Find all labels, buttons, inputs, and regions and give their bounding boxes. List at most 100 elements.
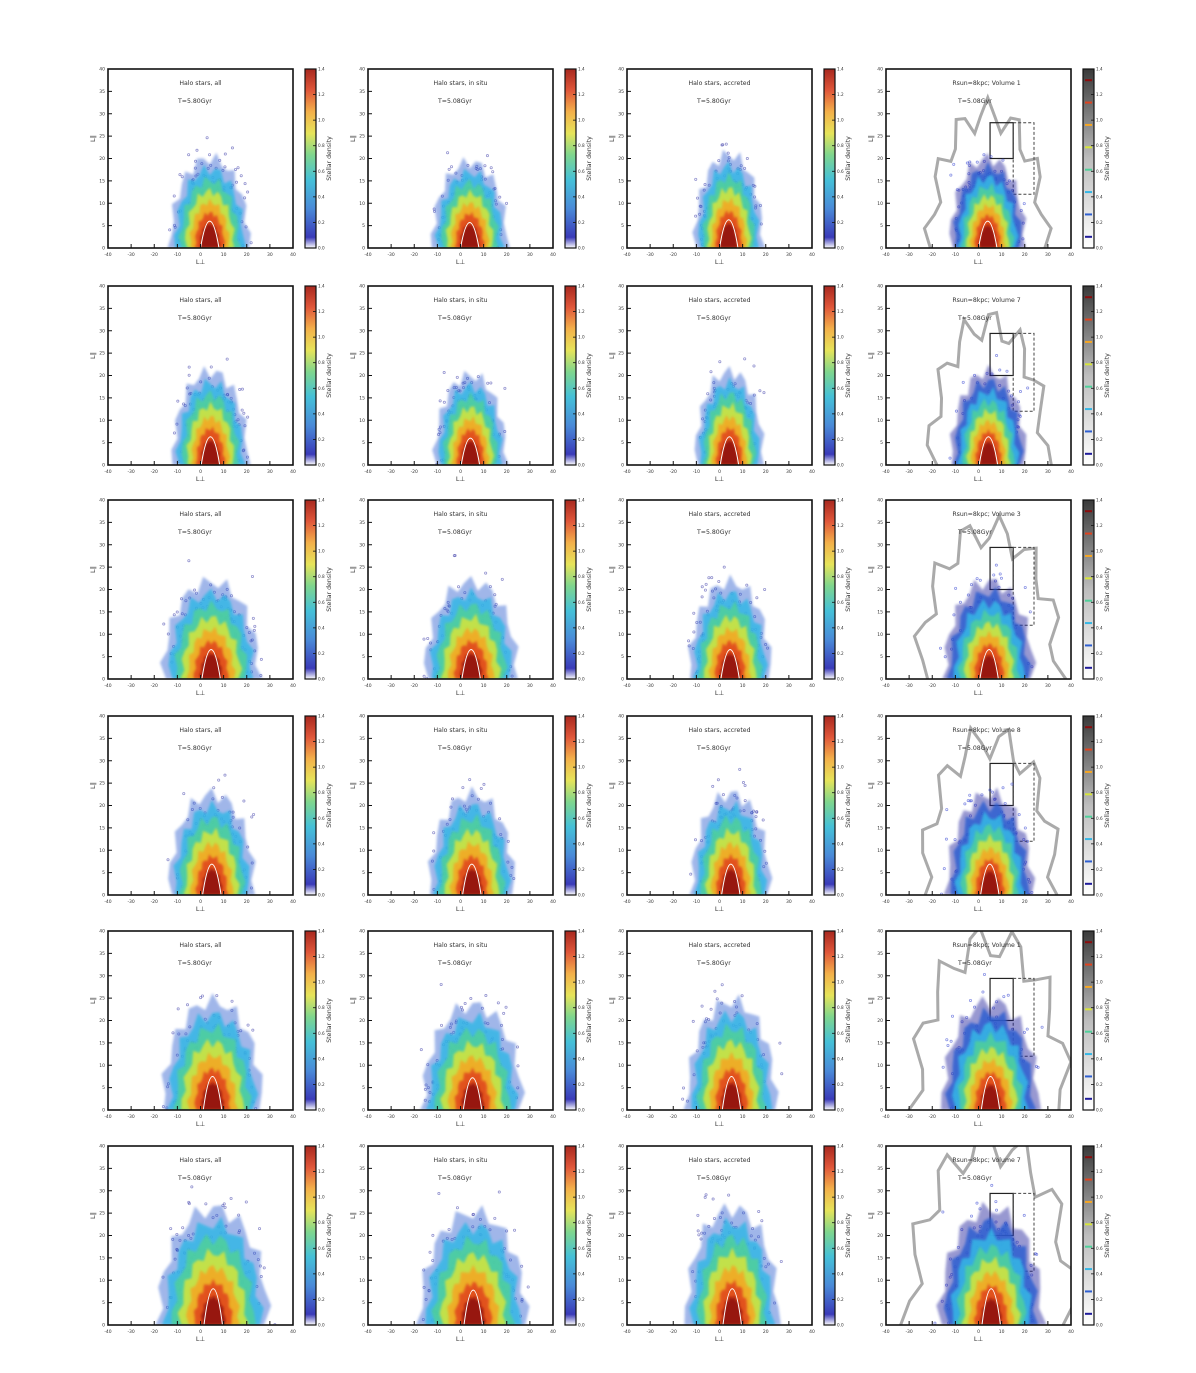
colorbar-tick-label: 0.2	[578, 220, 585, 225]
colorbar-tick-label: 1.2	[1096, 309, 1103, 314]
x-tick-label: 10	[740, 252, 746, 258]
star-point	[721, 793, 725, 797]
y-tick-label: 20	[99, 587, 105, 593]
y-tick-label: 15	[99, 825, 105, 831]
y-axis-label: L∥	[349, 135, 357, 142]
y-tick-label: 40	[359, 714, 365, 720]
y-tick-label: 30	[618, 758, 624, 764]
x-tick-label: 0	[718, 899, 721, 905]
x-tick-label: 10	[999, 469, 1005, 475]
star-point	[491, 170, 495, 174]
colorbar-tick-label: 0.8	[1096, 143, 1103, 148]
star-point	[249, 241, 253, 245]
panel: -40 -30 -20 -10 0 10 20 30 400510152025303540L⊥L…	[89, 284, 333, 484]
outer-contour	[912, 512, 1068, 679]
star-point	[707, 576, 711, 580]
x-tick-label: -10	[174, 469, 181, 475]
x-axis-label: L⊥	[974, 475, 984, 483]
panel-title: Halo stars, in situ	[434, 297, 488, 304]
star-point	[193, 588, 197, 592]
colorbar-tick-label: 0.0	[318, 246, 325, 251]
core-contour	[462, 863, 482, 895]
star-point	[1022, 202, 1026, 206]
star-point	[1026, 386, 1030, 390]
x-tick-label: -10	[434, 252, 441, 258]
star-point	[236, 166, 240, 170]
y-tick-label: 0	[880, 246, 883, 252]
x-tick-label: 10	[740, 899, 746, 905]
panel-title: Halo stars, accreted	[688, 727, 750, 734]
panel: -40 -30 -20 -10 0 10 20 30 400510152025303540L⊥L…	[349, 67, 593, 267]
star-point	[259, 657, 263, 661]
star-point	[205, 136, 209, 140]
y-tick-label: 0	[102, 893, 105, 899]
y-tick-label: 20	[618, 803, 624, 809]
star-point	[978, 578, 982, 582]
star-point	[743, 799, 747, 803]
star-point	[498, 195, 502, 199]
colorbar	[1082, 285, 1095, 466]
colorbar-tick-label: 1.0	[318, 118, 325, 123]
x-tick-label: 10	[221, 899, 227, 905]
panel-subtitle: T=5.80Gyr	[696, 98, 731, 105]
colorbar-tick-label: 1.0	[837, 118, 844, 123]
star-point	[253, 624, 257, 628]
x-tick-label: 20	[763, 469, 769, 475]
y-tick-label: 30	[359, 542, 365, 548]
y-tick-label: 25	[359, 781, 365, 787]
density-field	[692, 142, 766, 248]
y-tick-label: 10	[618, 418, 624, 424]
colorbar-tick-label: 0.4	[318, 411, 325, 416]
x-tick-label: -20	[411, 469, 418, 475]
density-field	[167, 136, 253, 248]
colorbar-tick-label: 0.6	[578, 816, 585, 821]
core-contour	[978, 436, 999, 465]
colorbar-tick-label: 0.2	[318, 867, 325, 872]
star-point	[722, 565, 726, 569]
x-tick-label: -20	[670, 469, 677, 475]
x-tick-label: -40	[104, 469, 111, 475]
x-tick-label: 40	[809, 899, 815, 905]
x-axis-label: L⊥	[196, 689, 206, 697]
y-tick-label: 0	[362, 893, 365, 899]
x-tick-label: -40	[882, 469, 889, 475]
star-point	[217, 778, 221, 782]
x-tick-label: 20	[763, 683, 769, 689]
panel-title: Halo stars, in situ	[434, 511, 488, 518]
survey-box-dashed	[1012, 762, 1035, 842]
x-tick-label: -40	[364, 683, 371, 689]
colorbar-tick-label: 0.4	[837, 194, 844, 199]
colorbar-label: Stellar density	[326, 567, 333, 612]
x-tick-label: -20	[151, 899, 158, 905]
x-tick-label: 30	[1045, 683, 1051, 689]
y-tick-label: 0	[880, 677, 883, 683]
star-point	[741, 781, 745, 785]
star-point	[975, 160, 979, 164]
colorbar-tick-label: 1.0	[1096, 335, 1103, 340]
y-tick-label: 0	[880, 463, 883, 469]
panel-subtitle: T=5.80Gyr	[696, 745, 731, 752]
colorbar-tick-label: 1.4	[1096, 284, 1103, 289]
x-tick-label: -10	[952, 469, 959, 475]
y-axis-label: L∥	[89, 782, 97, 789]
star-point	[718, 360, 722, 364]
y-tick-label: 5	[362, 440, 365, 446]
colorbar-tick-label: 0.8	[578, 143, 585, 148]
star-point	[952, 613, 956, 617]
star-point	[446, 151, 450, 155]
y-tick-label: 20	[618, 587, 624, 593]
y-tick-label: 30	[877, 542, 883, 548]
panel-title: Rsun=8kpc; Volume 7	[952, 297, 1020, 304]
y-tick-label: 35	[877, 520, 883, 526]
panel-subtitle: T=5.08Gyr	[437, 98, 472, 105]
star-point	[223, 152, 227, 156]
colorbar	[1082, 68, 1095, 249]
y-tick-label: 40	[99, 284, 105, 290]
y-tick-label: 30	[359, 111, 365, 117]
star-point	[162, 622, 166, 626]
y-tick-label: 30	[618, 542, 624, 548]
y-tick-label: 5	[102, 223, 105, 229]
y-tick-label: 40	[877, 67, 883, 73]
x-tick-label: 30	[1045, 252, 1051, 258]
star-point	[484, 571, 488, 575]
